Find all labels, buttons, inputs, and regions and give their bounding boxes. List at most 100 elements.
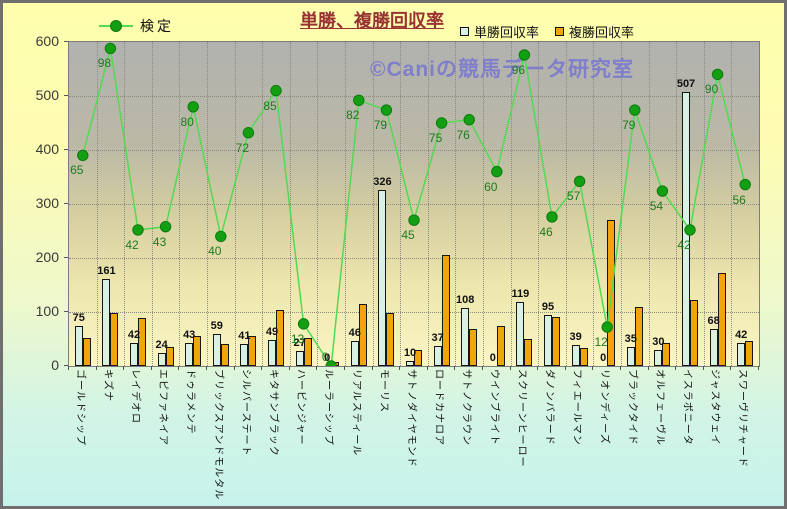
kentei-line-layer <box>77 42 751 366</box>
fukusho-bar[interactable] <box>193 336 202 366</box>
tansho-bar[interactable] <box>185 342 194 366</box>
kentei-marker[interactable] <box>711 68 724 81</box>
fukusho-bar[interactable] <box>165 347 174 366</box>
v-gridline <box>621 42 622 366</box>
bar-value-label: 119 <box>511 287 530 300</box>
fukusho-bar[interactable] <box>745 341 754 366</box>
kentei-marker[interactable] <box>297 318 310 330</box>
fukusho-bar[interactable] <box>220 344 229 366</box>
bar-value-label: 161 <box>97 265 116 278</box>
fukusho-bar[interactable] <box>662 342 671 366</box>
tansho-bar[interactable] <box>212 334 221 366</box>
kentei-marker[interactable] <box>77 149 89 162</box>
x-axis-category-label: ルーラーシップ <box>322 369 334 446</box>
fukusho-bar[interactable] <box>138 318 146 366</box>
kentei-marker[interactable] <box>629 104 641 116</box>
tansho-bar[interactable] <box>654 349 663 366</box>
kentei-marker[interactable] <box>435 117 448 129</box>
kentei-marker[interactable] <box>242 127 255 139</box>
tansho-bar[interactable] <box>350 341 359 366</box>
legend-fukusho[interactable]: 複勝回収率 <box>555 22 634 41</box>
fukusho-bar[interactable] <box>303 337 312 366</box>
kentei-marker[interactable] <box>104 42 117 55</box>
fukusho-bar[interactable] <box>110 313 119 366</box>
fukusho-bar[interactable] <box>386 313 395 366</box>
fukusho-bar[interactable] <box>690 299 698 366</box>
kentei-marker[interactable] <box>132 224 144 236</box>
kentei-marker[interactable] <box>656 185 669 197</box>
fukusho-bar[interactable] <box>414 350 422 366</box>
v-gridline <box>234 42 236 366</box>
kentei-marker[interactable] <box>684 224 696 236</box>
bar-value-label: 37 <box>431 332 444 345</box>
fukusho-bar[interactable] <box>82 337 91 366</box>
tansho-bar[interactable] <box>516 301 525 366</box>
bar-value-label: 24 <box>155 339 168 352</box>
kentei-marker[interactable] <box>546 211 558 223</box>
x-axis-category-label: リアルスティール <box>350 369 362 457</box>
tansho-bar[interactable] <box>709 329 718 366</box>
fukusho-bar[interactable] <box>248 336 257 366</box>
fukusho-bar[interactable] <box>441 255 450 366</box>
v-gridline <box>648 42 650 366</box>
fukusho-bar[interactable] <box>552 317 560 366</box>
x-axis-tick <box>233 366 235 370</box>
kentei-marker[interactable] <box>491 165 503 178</box>
y-axis-tick-label: 300 <box>35 195 59 211</box>
fukusho-bar[interactable] <box>579 348 588 366</box>
kentei-marker[interactable] <box>159 220 172 233</box>
legend-kentei[interactable]: 検定 <box>99 16 174 36</box>
line-value-label: 54 <box>649 199 664 214</box>
bar-value-label: 41 <box>238 329 251 342</box>
line-value-label: 76 <box>456 127 470 142</box>
y-axis-tick <box>64 149 68 150</box>
bar-value-label: 75 <box>72 311 85 324</box>
tansho-bar[interactable] <box>102 279 111 366</box>
kentei-marker[interactable] <box>601 321 613 333</box>
kentei-marker[interactable] <box>353 94 365 107</box>
watermark: ©Caniの競馬データ研究室 <box>370 58 634 81</box>
kentei-marker[interactable] <box>270 84 282 97</box>
kentei-marker[interactable] <box>518 49 531 61</box>
kentei-marker[interactable] <box>463 114 475 126</box>
tansho-bar[interactable] <box>157 353 166 366</box>
fukusho-bar[interactable] <box>717 272 726 366</box>
tansho-bar[interactable] <box>461 307 470 366</box>
fukusho-bar[interactable] <box>496 325 505 366</box>
tansho-bar[interactable] <box>571 344 580 366</box>
tansho-bar[interactable] <box>74 325 83 366</box>
tansho-bar[interactable] <box>295 351 304 366</box>
fukusho-bar[interactable] <box>358 303 367 366</box>
tansho-bar[interactable] <box>130 343 138 366</box>
tansho-bar[interactable] <box>268 339 276 366</box>
tansho-bar[interactable] <box>737 343 746 366</box>
kentei-marker[interactable] <box>187 101 199 113</box>
legend-tansho[interactable]: 単勝回収率 <box>460 22 539 41</box>
fukusho-bar[interactable] <box>634 306 643 366</box>
kentei-marker[interactable] <box>215 230 227 243</box>
line-value-label: 45 <box>401 228 415 243</box>
x-axis-tick <box>95 366 97 370</box>
kentei-marker[interactable] <box>739 178 751 191</box>
kentei-marker[interactable] <box>573 175 586 188</box>
tansho-bar[interactable] <box>544 314 552 366</box>
y-axis-tick <box>64 203 68 204</box>
line-value-label: 42 <box>125 237 139 252</box>
x-axis-category-label: サトノクラウン <box>460 369 472 446</box>
tansho-bar[interactable] <box>626 347 635 366</box>
kentei-marker[interactable] <box>380 104 393 116</box>
kentei-line-icon <box>99 20 133 32</box>
line-value-label: 42 <box>677 237 691 252</box>
v-gridline <box>400 42 402 366</box>
kentei-line <box>82 48 746 366</box>
fukusho-bar[interactable] <box>524 339 533 366</box>
bar-value-label: 0 <box>324 352 331 364</box>
tansho-bar[interactable] <box>433 346 442 366</box>
kentei-marker[interactable] <box>408 214 420 226</box>
tansho-bar[interactable] <box>378 189 387 366</box>
tansho-bar[interactable] <box>406 360 414 366</box>
fukusho-bar[interactable] <box>276 310 284 366</box>
y-axis-tick-label: 0 <box>51 357 59 373</box>
fukusho-bar[interactable] <box>469 329 478 366</box>
tansho-bar[interactable] <box>240 343 249 366</box>
